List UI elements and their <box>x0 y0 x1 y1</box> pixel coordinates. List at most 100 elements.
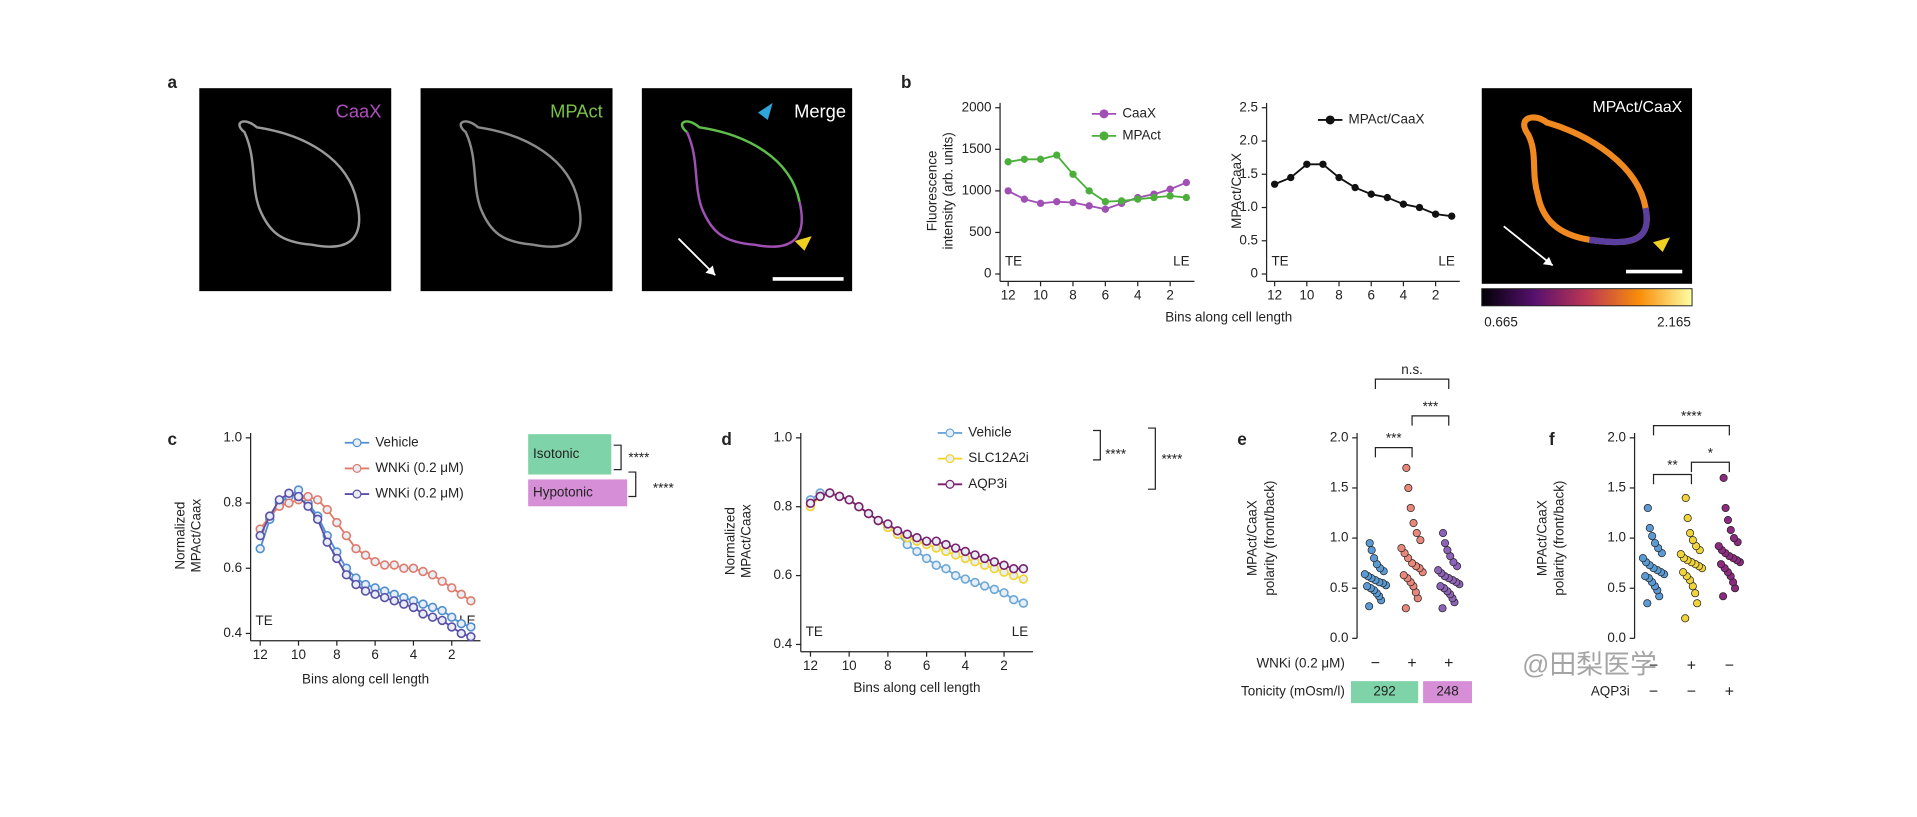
tonicity-value: 292 <box>1373 684 1395 699</box>
series-line <box>809 491 1024 570</box>
annotation: LE <box>1173 253 1189 268</box>
data-point <box>1683 514 1692 523</box>
x-tick-label: 10 <box>291 647 306 662</box>
data-point <box>844 495 854 505</box>
panel-label: b <box>901 73 911 92</box>
data-point <box>1719 473 1728 482</box>
data-point <box>1287 173 1295 182</box>
data-point <box>1383 193 1391 202</box>
data-point <box>1412 529 1421 538</box>
y-axis-label: polarity (front/back) <box>1552 481 1567 596</box>
data-point <box>1365 539 1374 548</box>
panel-label: c <box>167 430 177 449</box>
x-tick-label: 6 <box>1367 288 1374 303</box>
data-point <box>873 515 883 526</box>
data-point <box>1686 529 1695 538</box>
tonicity-box <box>1423 681 1472 704</box>
data-point <box>921 553 932 564</box>
legend-label: AQP3i <box>968 476 1007 491</box>
data-point <box>312 514 323 525</box>
series-line <box>259 492 472 638</box>
data-point <box>1436 582 1445 591</box>
image-label: Merge <box>794 100 846 121</box>
data-point <box>303 501 313 512</box>
x-tick-label: 6 <box>923 658 930 673</box>
data-point <box>1085 187 1093 195</box>
y-axis-label: Normalized <box>723 507 738 575</box>
y-tick-label: 1.0 <box>774 429 793 444</box>
data-point <box>1721 503 1730 513</box>
row-sign: − <box>1649 683 1658 700</box>
data-point <box>1714 542 1723 551</box>
data-point <box>1679 568 1688 577</box>
data-point <box>1370 554 1379 563</box>
sig-label: **** <box>653 481 675 496</box>
x-tick-label: 10 <box>1033 288 1048 303</box>
tonicity-box <box>1350 681 1419 704</box>
data-point <box>1645 524 1654 533</box>
data-point <box>1166 185 1174 193</box>
data-point <box>1438 604 1447 613</box>
x-tick-label: 2 <box>1432 288 1439 303</box>
data-point <box>447 583 457 593</box>
data-point <box>1643 599 1652 608</box>
y-axis-label: intensity (arb. units) <box>940 132 955 249</box>
data-point <box>1409 519 1418 528</box>
image-b: MPAct/CaaX 0.665 2.165 <box>1481 88 1693 329</box>
y-tick-label: 1500 <box>962 141 992 156</box>
x-tick-label: 8 <box>1069 288 1076 303</box>
data-point <box>332 553 342 564</box>
data-point <box>1036 199 1045 208</box>
data-point <box>466 596 476 606</box>
data-point <box>970 577 980 588</box>
data-point <box>1716 560 1726 569</box>
row-sign: + <box>1687 658 1696 675</box>
x-tick-label: 10 <box>1299 288 1314 303</box>
x-tick-label: 4 <box>1400 288 1408 303</box>
y-tick-label: 0 <box>984 266 991 281</box>
x-tick-label: 12 <box>803 658 818 673</box>
data-point <box>1020 155 1029 163</box>
data-point <box>999 588 1009 598</box>
x-tick-label: 12 <box>1001 288 1016 303</box>
sig-label: n.s. <box>1401 362 1423 377</box>
data-point <box>1018 563 1029 574</box>
data-point <box>931 560 941 570</box>
data-point <box>1150 193 1158 202</box>
sig-bracket <box>1690 461 1730 473</box>
data-point <box>1101 205 1110 213</box>
row-sign: − <box>1371 655 1380 672</box>
data-point <box>1036 155 1045 163</box>
y-tick-label: 0.8 <box>223 495 242 510</box>
y-tick-label: 0.0 <box>1607 630 1626 645</box>
data-point <box>1439 529 1448 538</box>
annotation: TE <box>1271 253 1288 268</box>
x-axis-label: Bins along cell length <box>1165 310 1292 325</box>
sig-label: **** <box>628 450 650 465</box>
y-axis-label: MPAct/Caax <box>188 499 203 573</box>
y-tick-label: 2.5 <box>1239 99 1258 114</box>
data-point <box>265 511 275 521</box>
data-point <box>389 560 399 570</box>
data-point <box>1404 483 1413 493</box>
legend-label: Vehicle <box>375 434 418 449</box>
data-point <box>1648 532 1657 541</box>
data-point <box>466 622 476 632</box>
data-point <box>447 612 457 622</box>
data-point <box>979 553 990 564</box>
data-point <box>970 550 980 560</box>
sig-label: **** <box>1161 451 1183 466</box>
data-point <box>418 609 428 619</box>
data-point <box>255 530 265 541</box>
data-point <box>456 628 467 639</box>
data-point <box>1650 539 1660 548</box>
y-tick-label: 0 <box>1251 266 1258 281</box>
data-point <box>1004 158 1012 166</box>
x-tick-label: 4 <box>962 658 970 673</box>
data-point <box>1319 160 1327 168</box>
data-point <box>1018 598 1029 608</box>
y-tick-label: 0.0 <box>1330 630 1349 645</box>
data-point <box>1367 190 1375 198</box>
data-point <box>418 599 428 609</box>
